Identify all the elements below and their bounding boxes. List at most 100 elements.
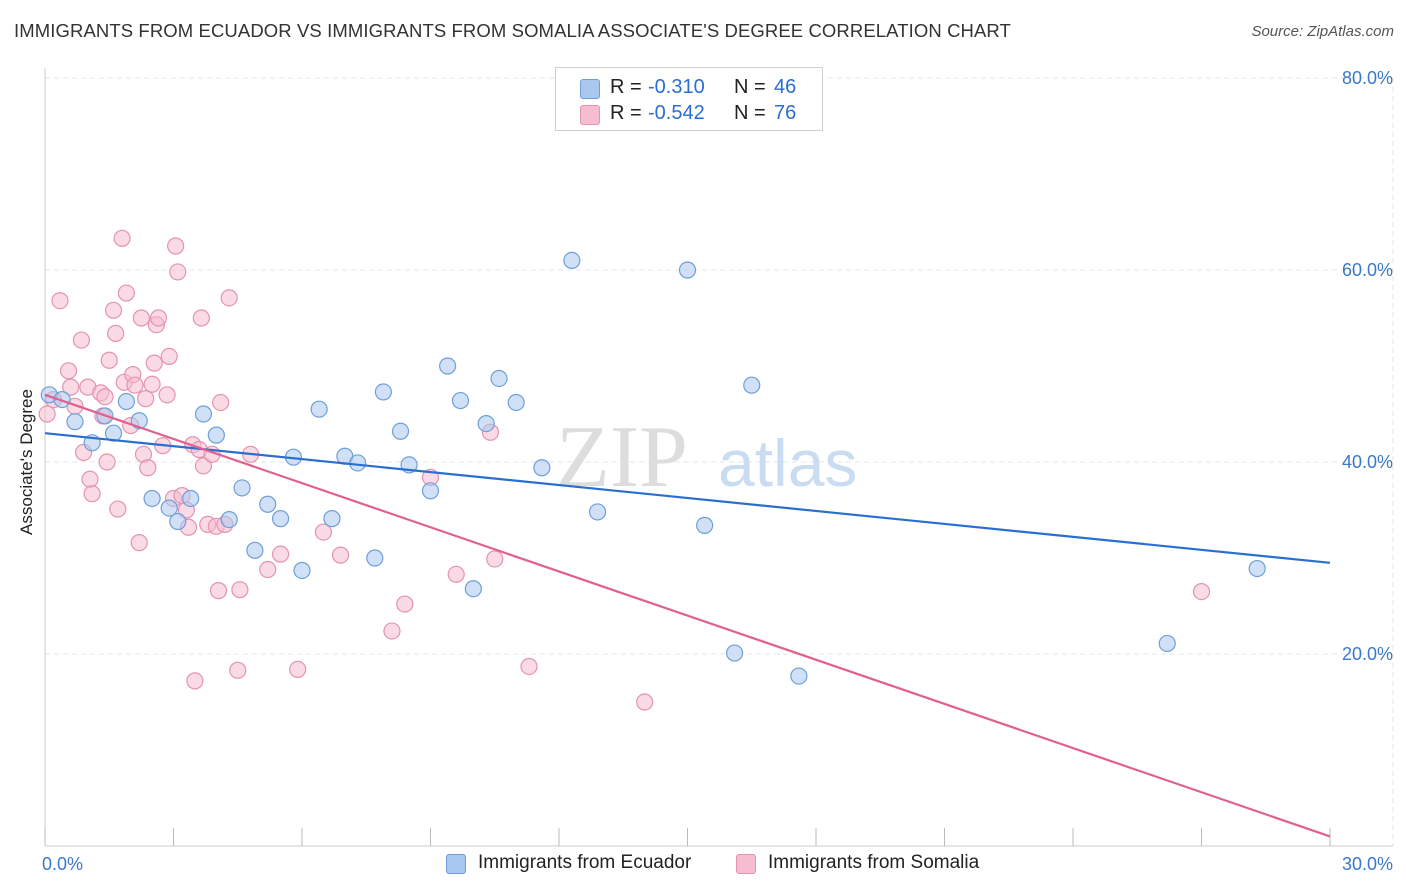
chart-source: Source: ZipAtlas.com <box>1251 23 1394 40</box>
ecuador-point <box>678 261 697 279</box>
somalia-point <box>100 351 118 369</box>
legend-n-value-somalia: 76 <box>774 102 797 124</box>
trend-lines <box>44 393 1331 838</box>
ecuador-point <box>696 516 714 534</box>
ecuador-swatch <box>446 854 466 874</box>
somalia-point <box>271 545 290 563</box>
somalia-point <box>220 289 238 307</box>
legend-n-label: N = <box>734 76 766 98</box>
ecuador-point <box>451 391 470 410</box>
ecuador-point <box>563 251 581 269</box>
ecuador-point <box>588 503 607 521</box>
somalia-point <box>62 378 80 396</box>
legend-r-label: R = <box>610 76 642 98</box>
ecuador-point <box>259 495 277 513</box>
ecuador-point <box>391 422 410 440</box>
ecuador-point <box>439 357 457 375</box>
somalia-point <box>113 229 131 247</box>
axes <box>44 68 1393 847</box>
x-tick-label: 0.0% <box>42 854 83 874</box>
somalia-trend-line <box>44 393 1331 838</box>
y-tick-label: 60.0% <box>1342 260 1393 280</box>
legend-r-label: R = <box>610 102 642 124</box>
legend-n-label: N = <box>734 102 766 124</box>
watermark-zip: ZIP <box>556 409 688 506</box>
ecuador-point <box>117 392 135 411</box>
ecuador-point <box>421 482 440 500</box>
ecuador-point <box>66 413 84 431</box>
somalia-point <box>186 672 204 690</box>
somalia-point <box>169 263 187 281</box>
somalia-point <box>137 390 155 408</box>
somalia-point <box>145 354 163 372</box>
somalia-point <box>396 595 414 613</box>
watermark: ZIP atlas <box>556 409 857 506</box>
somalia-point <box>209 582 228 600</box>
ecuador-point <box>143 489 161 508</box>
ecuador-point <box>507 393 525 412</box>
x-tick-label: 30.0% <box>1342 854 1393 874</box>
ecuador-point <box>743 376 761 394</box>
correlation-legend: R = -0.310 N = 46 R = -0.542 N = 76 <box>555 67 823 131</box>
ecuador-point <box>477 415 495 433</box>
ecuador-point <box>233 479 251 497</box>
legend-n-value-ecuador: 46 <box>774 76 797 98</box>
legend-label-ecuador: Immigrants from Ecuador <box>478 852 692 873</box>
ecuador-point <box>271 510 290 528</box>
somalia-point <box>212 393 230 412</box>
somalia-point <box>194 457 213 475</box>
y-axis-label: Associate's Degree <box>17 389 36 535</box>
somalia-point <box>331 546 350 564</box>
somalia-point <box>109 500 127 518</box>
somalia-point <box>167 237 185 255</box>
ecuador-swatch <box>580 79 600 99</box>
somalia-point <box>107 324 125 342</box>
ecuador-point <box>194 405 213 423</box>
somalia-point <box>98 453 116 471</box>
somalia-point <box>636 693 654 711</box>
somalia-point <box>83 485 101 503</box>
chart-title: IMMIGRANTS FROM ECUADOR VS IMMIGRANTS FR… <box>14 20 1011 41</box>
somalia-point <box>1192 582 1211 601</box>
ecuador-point <box>790 667 808 685</box>
somalia-point <box>259 560 277 579</box>
somalia-swatch <box>580 105 600 125</box>
somalia-point <box>229 661 247 679</box>
somalia-point <box>143 375 161 393</box>
somalia-point <box>132 309 150 327</box>
somalia-point <box>520 657 538 676</box>
somalia-point <box>158 386 176 404</box>
somalia-point <box>486 550 504 568</box>
watermark-atlas: atlas <box>718 426 857 500</box>
ecuador-point <box>207 426 225 444</box>
ecuador-point <box>490 369 508 388</box>
somalia-swatch <box>736 854 756 874</box>
somalia-point <box>149 309 168 327</box>
ecuador-trend-line <box>44 432 1331 564</box>
somalia-point <box>447 565 465 583</box>
somalia-point <box>289 660 307 678</box>
somalia-point <box>130 534 148 552</box>
ecuador-point <box>310 400 328 418</box>
ecuador-point <box>366 549 384 567</box>
somalia-point <box>38 405 56 423</box>
ecuador-point <box>169 512 187 531</box>
tick-labels: 20.0% 40.0% 60.0% 80.0% 0.0% 30.0% <box>42 68 1393 874</box>
legend-r-value-somalia: -0.542 <box>648 102 705 124</box>
somalia-point <box>126 376 144 394</box>
ecuador-point <box>182 489 200 508</box>
somalia-point <box>59 362 78 380</box>
ecuador-point <box>464 580 482 598</box>
legend-r-value-ecuador: -0.310 <box>648 76 705 98</box>
somalia-point <box>96 388 114 406</box>
ecuador-point <box>726 644 744 662</box>
somalia-point <box>231 581 249 599</box>
somalia-point <box>51 292 69 310</box>
ecuador-point <box>160 499 178 517</box>
ecuador-point <box>323 510 341 528</box>
ecuador-point <box>246 541 264 559</box>
y-tick-label: 20.0% <box>1342 644 1393 664</box>
somalia-point <box>72 331 91 349</box>
ecuador-point <box>220 510 238 529</box>
